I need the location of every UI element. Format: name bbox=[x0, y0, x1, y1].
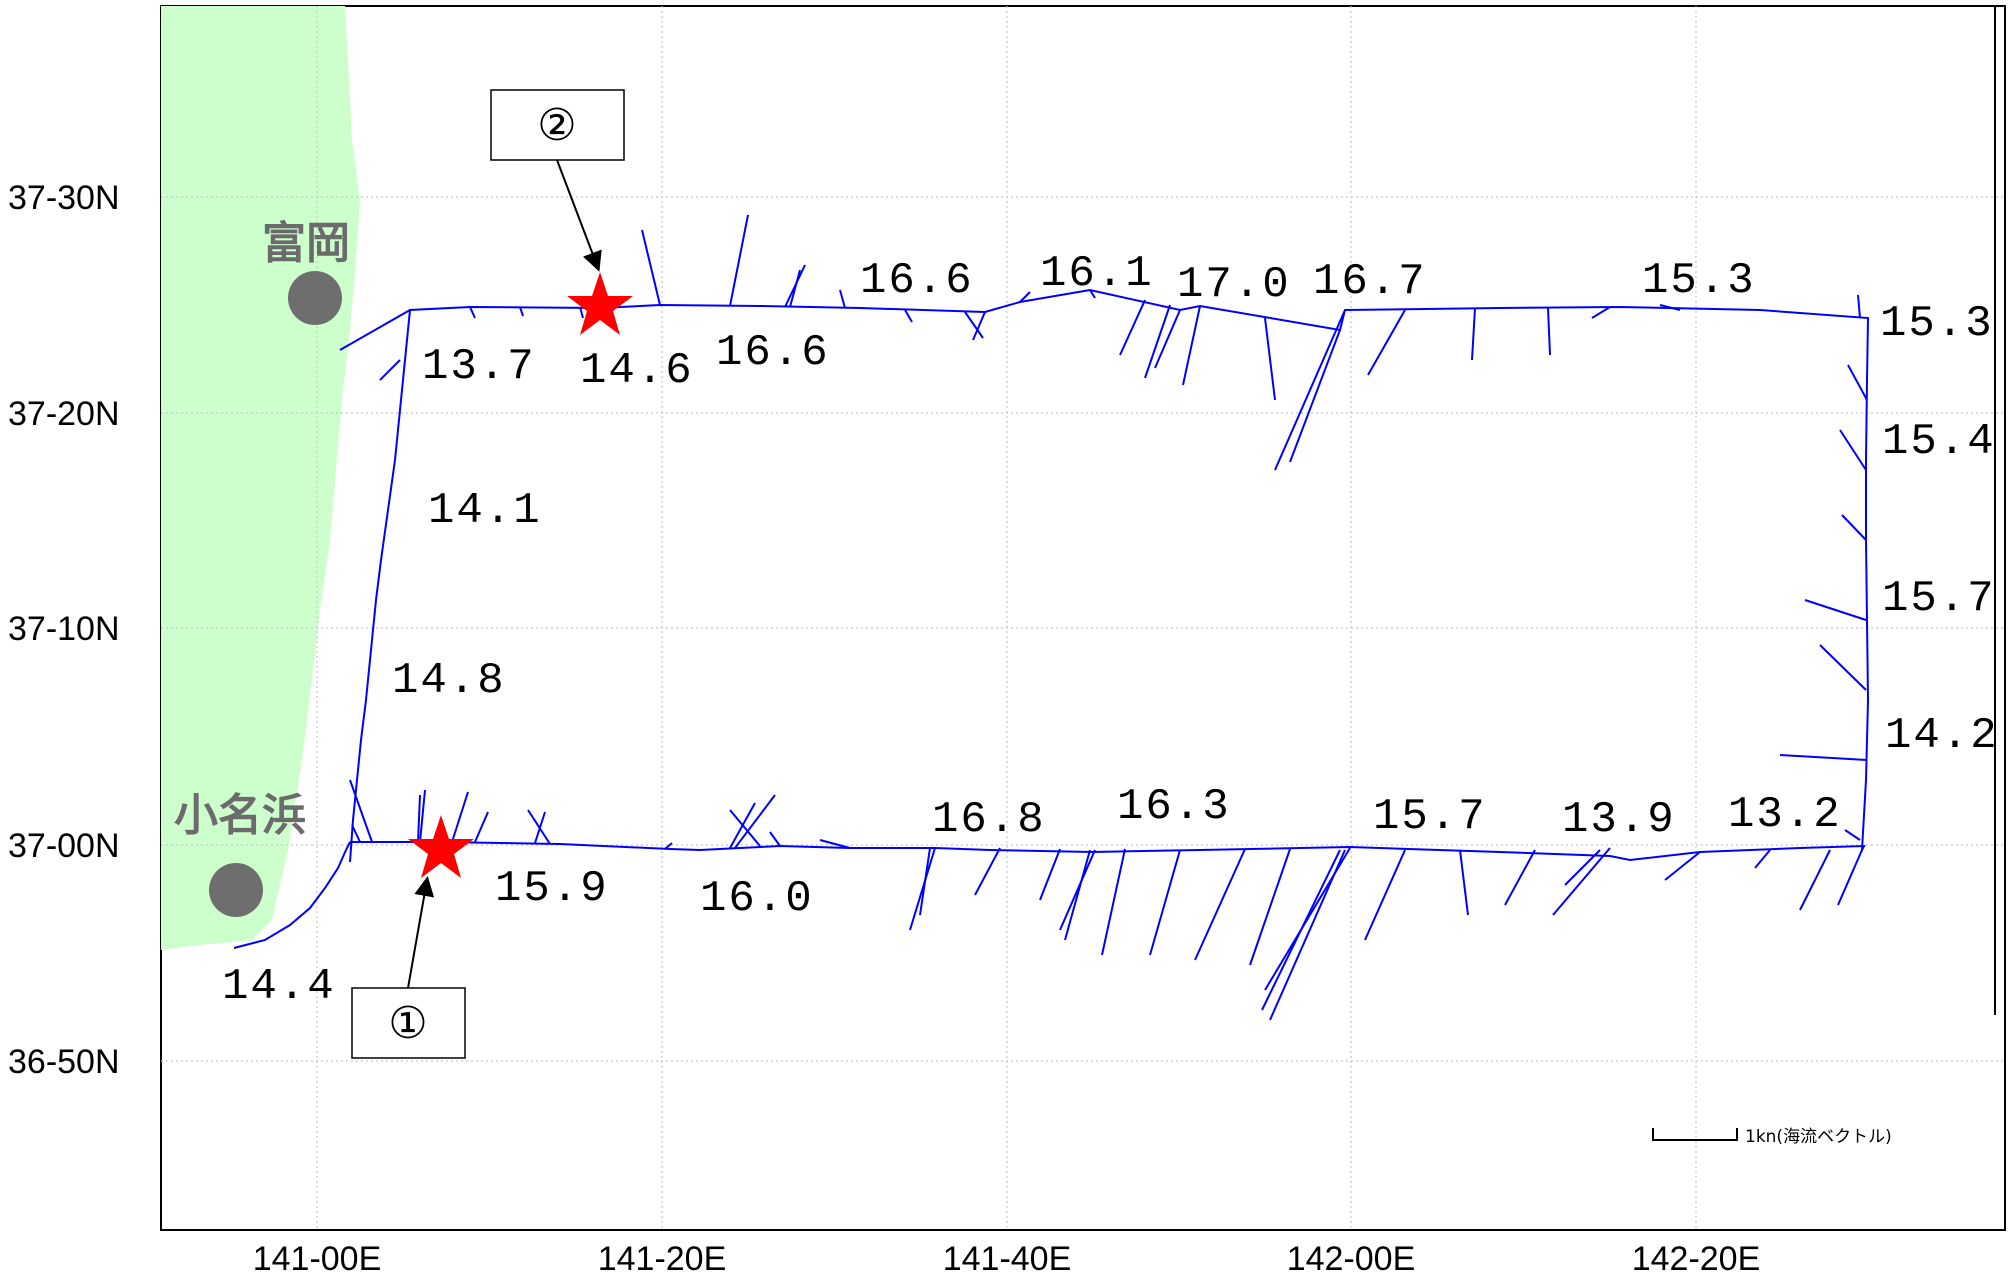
marker-box-2 bbox=[490, 89, 625, 161]
temp-label: 17.0 bbox=[1177, 260, 1291, 310]
lon-label: 141-00E bbox=[253, 1240, 382, 1278]
temp-label: 16.7 bbox=[1313, 257, 1427, 307]
temp-label: 16.3 bbox=[1117, 782, 1231, 832]
lat-label: 36-50N bbox=[8, 1043, 120, 1081]
temp-label: 16.0 bbox=[700, 874, 814, 924]
marker-label-1: ① bbox=[388, 998, 427, 1049]
marker-box-1 bbox=[351, 987, 466, 1059]
lat-label: 37-10N bbox=[8, 610, 120, 648]
place-label-tomioka: 富岡 bbox=[262, 218, 350, 269]
lat-label: 37-00N bbox=[8, 827, 120, 865]
lon-label: 142-20E bbox=[1632, 1240, 1761, 1278]
current-vectors bbox=[339, 214, 1868, 1021]
marker-label-2: ② bbox=[537, 100, 576, 151]
scale-label: 1kn(海流ベクトル) bbox=[1745, 1127, 1892, 1147]
lat-label: 37-20N bbox=[8, 395, 120, 433]
lat-label: 37-30N bbox=[8, 179, 120, 217]
temp-label: 15.9 bbox=[495, 864, 609, 914]
star-marker-1 bbox=[408, 815, 474, 878]
star-marker-2 bbox=[567, 272, 633, 335]
temp-label: 16.6 bbox=[860, 256, 974, 306]
arrow-2 bbox=[556, 159, 602, 272]
graticule bbox=[161, 6, 2005, 1230]
place-dot-tomioka bbox=[288, 271, 342, 325]
place-dot-onahama bbox=[209, 863, 263, 917]
lon-label: 141-40E bbox=[943, 1240, 1072, 1278]
land-area bbox=[161, 6, 360, 950]
temp-label: 14.1 bbox=[428, 486, 542, 536]
temp-label: 15.7 bbox=[1882, 574, 1996, 624]
temp-label: 16.6 bbox=[716, 328, 830, 378]
temp-label: 15.4 bbox=[1882, 417, 1996, 467]
lon-label: 142-00E bbox=[1287, 1240, 1416, 1278]
temp-label: 13.9 bbox=[1562, 795, 1676, 845]
temp-label: 14.6 bbox=[580, 346, 694, 396]
arrow-1 bbox=[407, 876, 435, 989]
temp-label: 15.3 bbox=[1880, 299, 1994, 349]
temp-label: 14.2 bbox=[1885, 711, 1999, 761]
temp-label: 15.7 bbox=[1373, 792, 1487, 842]
place-label-onahama: 小名浜 bbox=[174, 790, 306, 841]
temp-label: 16.8 bbox=[932, 795, 1046, 845]
temp-label: 13.2 bbox=[1728, 790, 1842, 840]
temp-label: 15.3 bbox=[1642, 256, 1756, 306]
ship-track bbox=[349, 288, 1870, 863]
temp-label: 16.1 bbox=[1040, 249, 1154, 299]
temp-label: 14.4 bbox=[222, 962, 336, 1012]
coastal-track bbox=[233, 841, 351, 949]
temp-label: 14.8 bbox=[392, 656, 506, 706]
map-frame bbox=[160, 5, 2006, 1231]
lon-label: 141-20E bbox=[598, 1240, 727, 1278]
scale-bar bbox=[1652, 1128, 1738, 1141]
temp-label: 13.7 bbox=[422, 342, 536, 392]
